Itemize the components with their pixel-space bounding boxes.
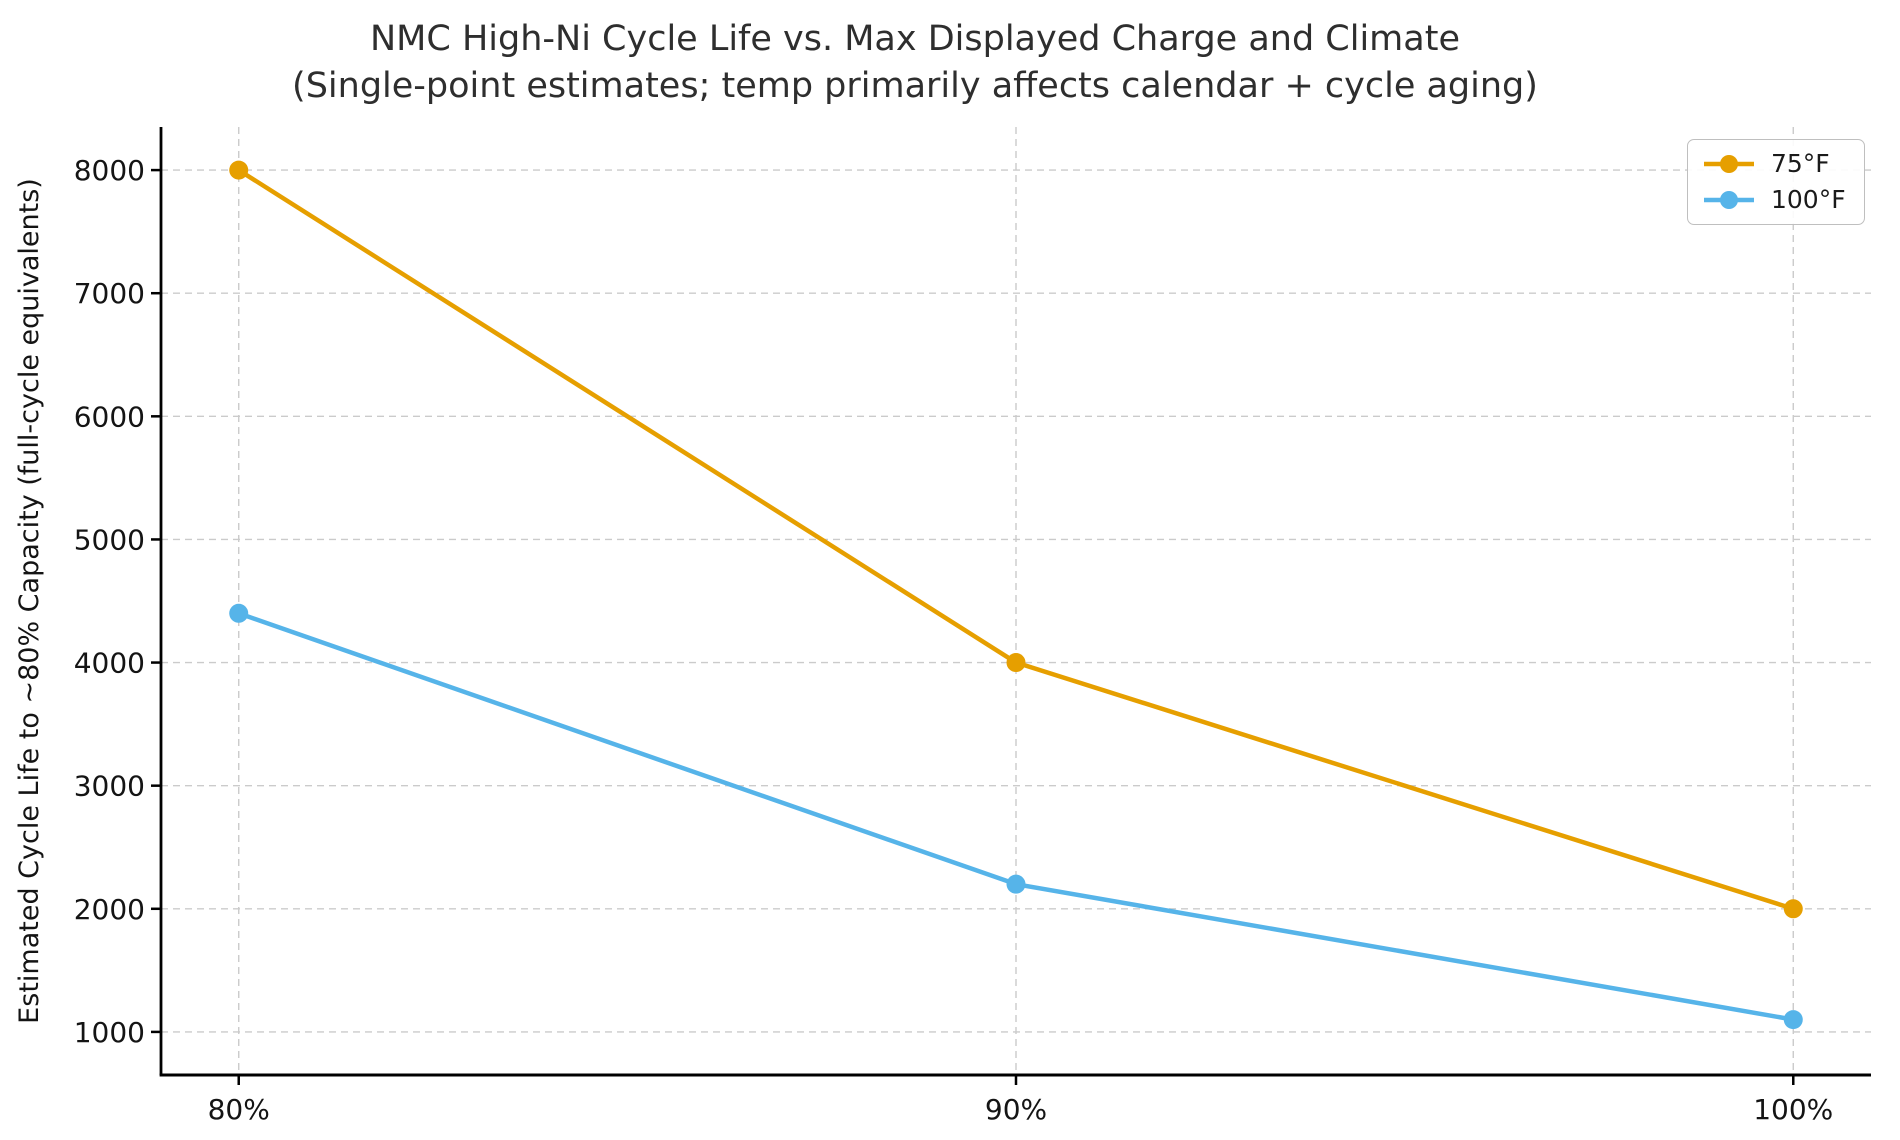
series-1-point-0 [229,603,249,623]
legend-line-marker-icon [1704,190,1754,209]
chart-subtitle: (Single-point estimates; temp primarily … [292,65,1538,106]
chart-title: NMC High-Ni Cycle Life vs. Max Displayed… [370,19,1460,59]
legend: 75°F 100°F [1687,139,1865,225]
y-axis-label: Estimated Cycle Life to ~80% Capacity (f… [14,178,45,1024]
series-0-point-1 [1006,653,1026,673]
legend-label: 100°F [1771,185,1846,214]
title-block: NMC High-Ni Cycle Life vs. Max Displayed… [0,16,1830,110]
gridlines [161,127,1871,1075]
series-0-point-0 [229,160,249,180]
y-tick-label: 2000 [74,893,145,926]
legend-line-marker-icon [1704,154,1754,173]
y-tick-label: 5000 [74,523,145,556]
legend-item: 100°F [1701,185,1846,214]
tick-marks [151,168,1795,1085]
y-tick-label: 3000 [74,770,145,803]
x-tick-label: 80% [208,1093,270,1126]
legend-item: 75°F [1701,149,1846,178]
x-tick-label: 90% [985,1093,1047,1126]
legend-label: 75°F [1771,149,1830,178]
y-tick-label: 1000 [74,1016,145,1049]
x-tick-label: 100% [1753,1093,1833,1126]
series-1-point-2 [1783,1010,1803,1030]
y-tick-label: 6000 [74,400,145,433]
series-0-point-2 [1783,899,1803,919]
y-tick-label: 8000 [74,154,145,187]
y-tick-label: 4000 [74,647,145,680]
series-1-point-1 [1006,874,1026,894]
y-tick-label: 7000 [74,277,145,310]
